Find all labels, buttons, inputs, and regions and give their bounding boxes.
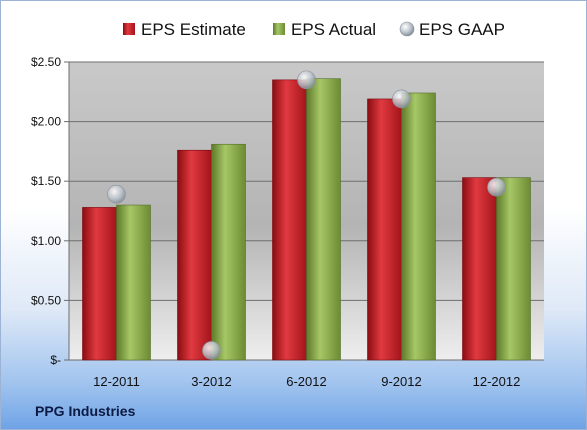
- eps-estimate-bar: [272, 79, 307, 361]
- eps-actual-bar: [116, 204, 151, 361]
- y-tick-label: $0.50: [31, 293, 61, 307]
- eps-estimate-bar: [367, 98, 402, 361]
- eps-gaap-point: [487, 177, 506, 197]
- x-tick-label: 12-2012: [473, 374, 521, 389]
- x-tick-label: 3-2012: [191, 374, 231, 389]
- eps-gaap-point: [297, 70, 316, 90]
- eps-gaap-point: [202, 341, 221, 360]
- eps-estimate-bar: [82, 207, 117, 361]
- y-tick-label: $-: [50, 353, 61, 367]
- y-tick-label: $2.50: [31, 55, 61, 69]
- eps-estimate-bar: [177, 149, 212, 361]
- x-tick-label: 9-2012: [381, 374, 421, 389]
- x-tick-label: 12-2011: [93, 374, 140, 389]
- legend-swatch: [273, 23, 285, 35]
- eps-actual-bar: [306, 78, 341, 361]
- legend-swatch: [399, 21, 415, 37]
- legend-label: EPS Actual: [291, 20, 376, 39]
- eps-actual-bar: [211, 143, 246, 361]
- eps-gaap-point: [107, 185, 126, 204]
- legend-label: EPS Estimate: [141, 20, 246, 39]
- eps-estimate-bar: [462, 177, 497, 361]
- legend-label: EPS GAAP: [419, 20, 505, 39]
- legend: EPS Estimate EPS Actual EPS GAAP: [123, 20, 505, 39]
- company-name: PPG Industries: [35, 403, 136, 419]
- y-tick-label: $1.50: [31, 174, 61, 188]
- legend-swatch: [123, 23, 135, 35]
- eps-gaap-point: [392, 89, 411, 109]
- y-tick-label: $1.00: [31, 234, 61, 248]
- eps-actual-bar: [496, 177, 531, 361]
- eps-actual-bar: [401, 92, 436, 361]
- plot-area: $- $0.50 $1.00 $1.50 $2.00 $2.50 12-2011 3-2012…: [31, 55, 544, 389]
- y-tick-label: $2.00: [31, 115, 61, 129]
- x-tick-label: 6-2012: [286, 374, 326, 389]
